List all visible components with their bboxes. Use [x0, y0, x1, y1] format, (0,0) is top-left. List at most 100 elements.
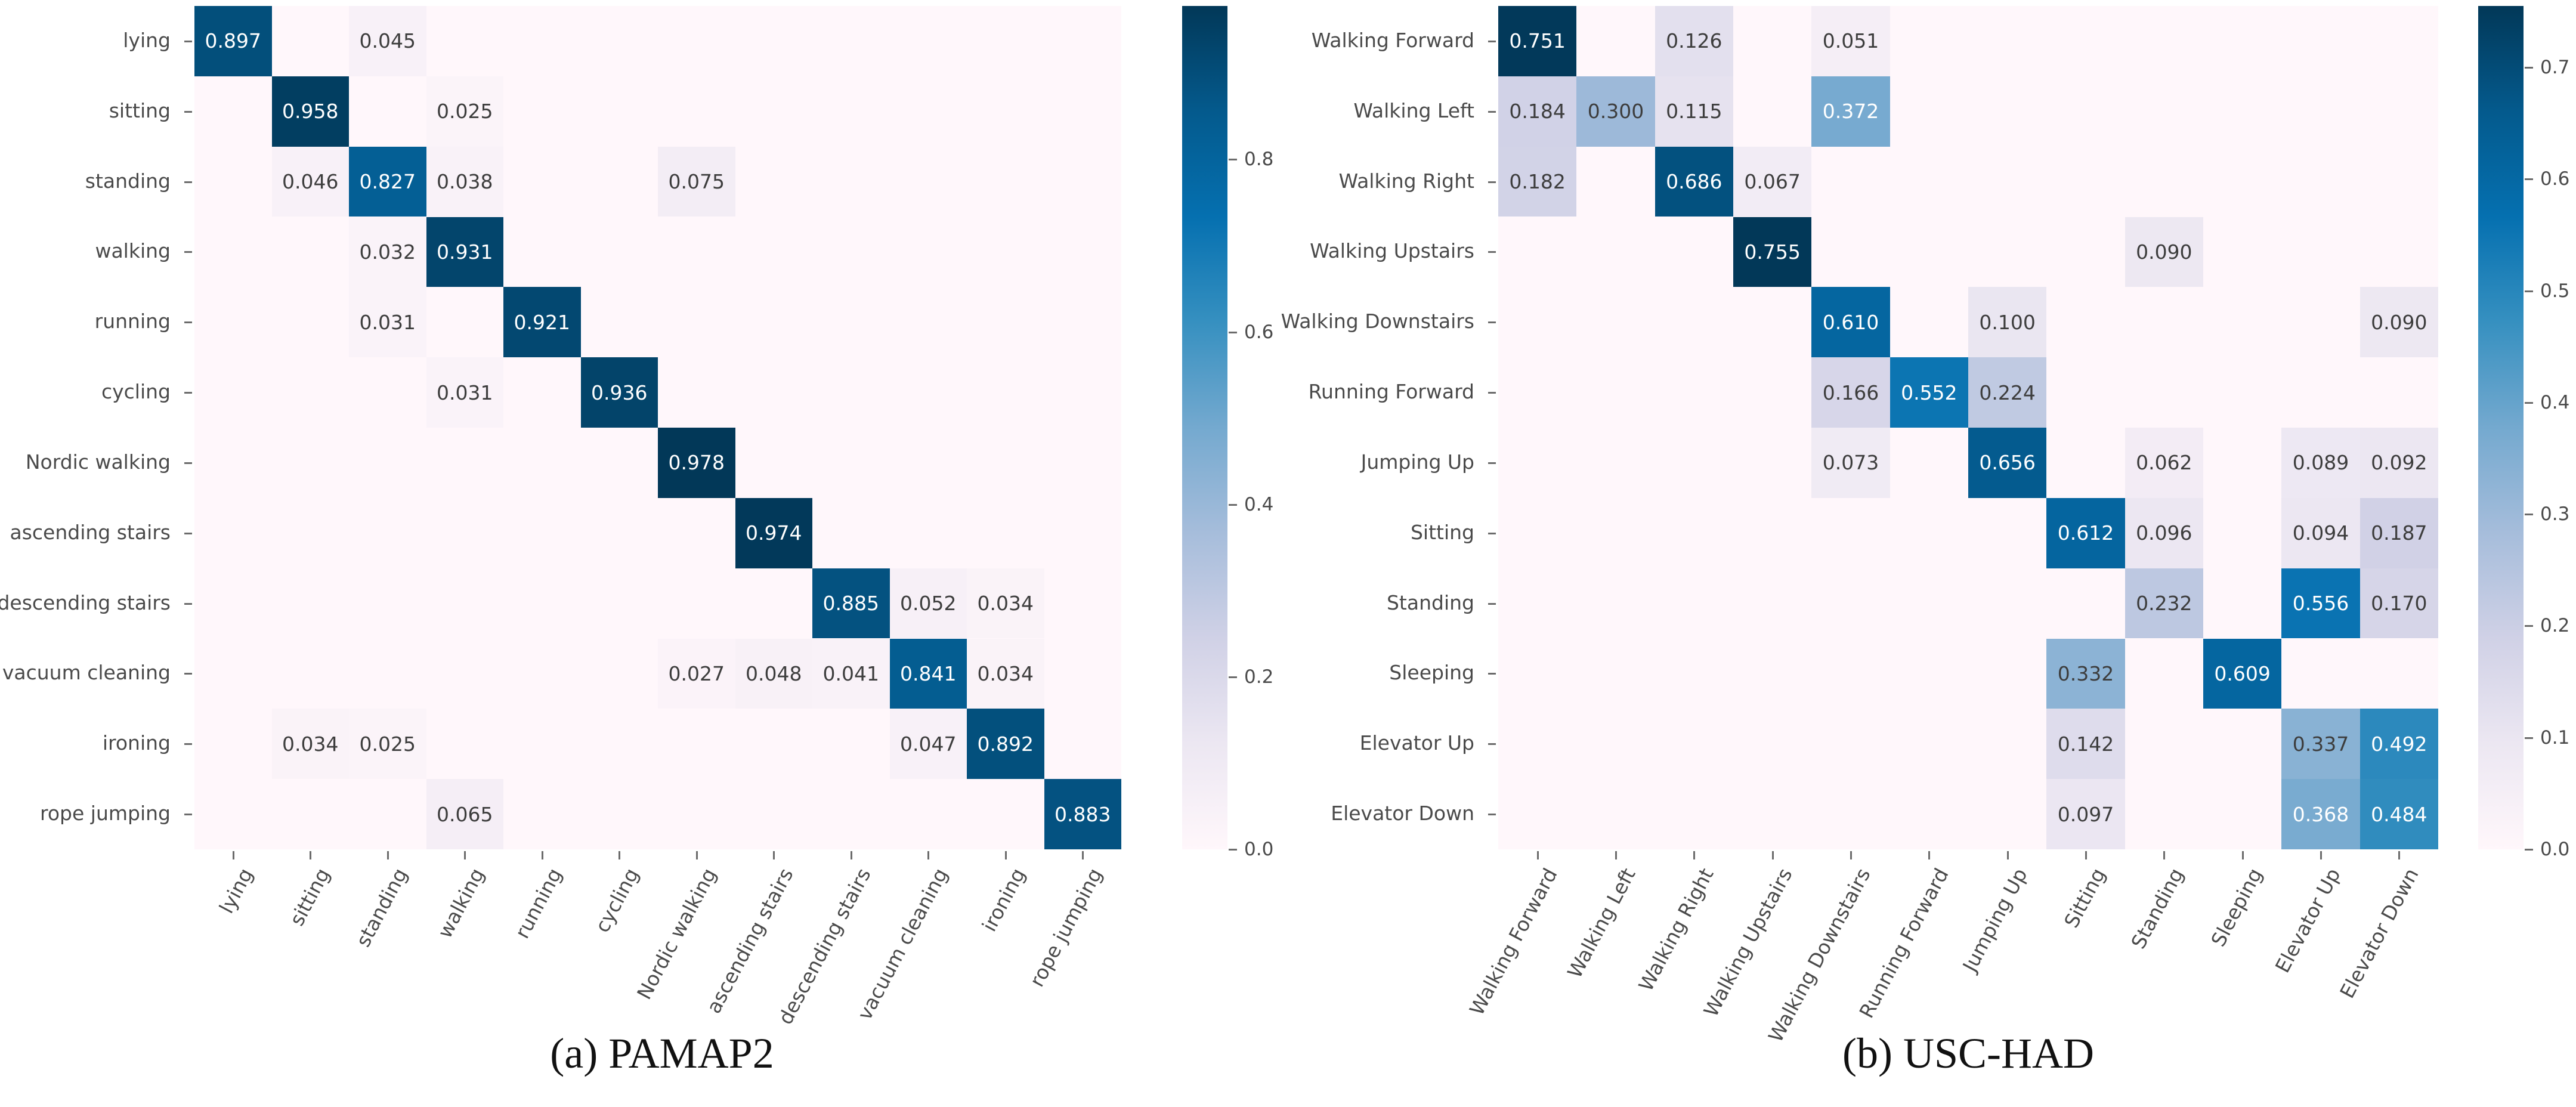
heatmap-cell: 0.182: [1498, 146, 1577, 217]
y-axis-tick: [184, 462, 192, 464]
x-axis-tick: [773, 851, 775, 859]
colorbar: [2478, 6, 2524, 849]
heatmap-cell: 0.885: [812, 568, 890, 639]
y-axis-tick: [184, 392, 192, 394]
colorbar-tick: [1229, 849, 1237, 851]
y-axis-tick: [184, 110, 192, 113]
colorbar-tick: [2525, 514, 2533, 516]
y-axis-tick: [1488, 532, 1496, 534]
heatmap-cell: 0.052: [889, 568, 967, 639]
y-axis-tick: [1488, 673, 1496, 675]
row-label: Walking Downstairs: [1281, 310, 1474, 333]
heatmap-cell: 0.931: [426, 217, 503, 287]
colorbar-tick-label: 0.5: [2540, 280, 2570, 302]
row-label: descending stairs: [0, 590, 171, 614]
row-label: Walking Forward: [1311, 28, 1474, 52]
heatmap-cell: 0.958: [271, 76, 349, 147]
colorbar-tick-label: 0.4: [1244, 493, 1274, 515]
heatmap-cell: 0.556: [2281, 568, 2360, 639]
heatmap-cell: 0.092: [2359, 428, 2438, 498]
x-axis-tick: [2085, 851, 2087, 859]
colorbar-tick-label: 0.7: [2540, 57, 2570, 78]
x-axis-tick: [541, 851, 543, 859]
colorbar-tick: [1229, 503, 1237, 506]
heatmap-cell: 0.065: [426, 779, 503, 849]
heatmap-cell: 0.612: [2046, 497, 2125, 568]
heatmap-cell: 0.686: [1655, 146, 1733, 217]
y-axis-tick: [1488, 392, 1496, 394]
x-axis-tick: [1928, 851, 1931, 859]
row-label: Elevator Down: [1331, 802, 1474, 825]
heatmap-cell: 0.094: [2281, 497, 2360, 568]
y-axis-tick: [1488, 462, 1496, 464]
heatmap-cell: 0.126: [1655, 6, 1733, 76]
heatmap-cell: 0.115: [1655, 76, 1733, 147]
heatmap-cell: 0.187: [2359, 497, 2438, 568]
x-axis-tick: [1693, 851, 1696, 859]
heatmap-cell: 0.041: [812, 638, 890, 709]
colorbar-tick: [1229, 676, 1237, 678]
heatmap-cell: 0.142: [2046, 709, 2125, 780]
x-axis-tick: [1771, 851, 1774, 859]
heatmap-cell: 0.827: [349, 146, 426, 217]
x-axis-tick: [386, 851, 389, 859]
heatmap-cell: 0.034: [967, 638, 1044, 709]
heatmap-cell: 0.492: [2359, 709, 2438, 780]
row-label: Sitting: [1410, 520, 1474, 544]
y-axis-tick: [184, 602, 192, 605]
heatmap-cell: 0.090: [2124, 217, 2203, 287]
colorbar-tick-label: 0.3: [2540, 503, 2570, 525]
heatmap-cell: 0.372: [1811, 76, 1890, 147]
y-axis-tick: [1488, 251, 1496, 253]
heatmap-cell: 0.892: [967, 709, 1044, 780]
y-axis-tick: [1488, 743, 1496, 746]
heatmap-cell: 0.978: [658, 428, 735, 498]
heatmap-cell: 0.045: [349, 6, 426, 76]
y-axis-tick: [1488, 110, 1496, 113]
colorbar-tick: [2525, 625, 2533, 627]
colorbar-tick-label: 0.4: [2540, 391, 2570, 413]
row-label: running: [94, 310, 171, 333]
row-label: Walking Upstairs: [1310, 239, 1474, 263]
colorbar-tick: [2525, 67, 2533, 69]
y-axis-tick: [1488, 814, 1496, 816]
heatmap-cell: 0.047: [889, 709, 967, 780]
row-label: Nordic walking: [25, 450, 171, 474]
heatmap-cell: 0.300: [1576, 76, 1655, 147]
colorbar-tick-label: 0.6: [1244, 321, 1274, 343]
y-axis-tick: [184, 814, 192, 816]
row-label: ascending stairs: [10, 520, 171, 544]
x-axis-tick: [1004, 851, 1007, 859]
heatmap-cell: 0.332: [2046, 638, 2125, 709]
heatmap-cell: 0.841: [889, 638, 967, 709]
row-label: vacuum cleaning: [2, 661, 171, 685]
heatmap-cell: 0.034: [271, 709, 349, 780]
row-label: Walking Right: [1338, 169, 1474, 193]
y-axis-tick: [1488, 602, 1496, 605]
heatmap-cell: 0.656: [1968, 428, 2047, 498]
row-label: sitting: [109, 98, 171, 122]
x-axis-tick: [232, 851, 234, 859]
heatmap-cell: 0.755: [1733, 217, 1812, 287]
heatmap-cell: 0.046: [271, 146, 349, 217]
x-axis-tick: [1615, 851, 1617, 859]
row-label: lying: [123, 28, 171, 52]
heatmap-cell: 0.921: [503, 287, 581, 358]
y-axis-tick: [184, 181, 192, 183]
colorbar-tick: [2525, 178, 2533, 181]
colorbar-tick-label: 0.6: [2540, 168, 2570, 190]
row-label: Jumping Up: [1360, 450, 1474, 474]
heatmap-cell: 0.031: [426, 357, 503, 428]
heatmap-cell: 0.034: [967, 568, 1044, 639]
heatmap-cell: 0.031: [349, 287, 426, 358]
colorbar: [1182, 6, 1227, 849]
heatmap-cell: 0.051: [1811, 6, 1890, 76]
heatmap-cell: 0.027: [658, 638, 735, 709]
x-axis-tick: [1850, 851, 1852, 859]
x-axis-tick: [310, 851, 312, 859]
heatmap-cell: 0.100: [1968, 287, 2047, 358]
heatmap-cell: 0.166: [1811, 357, 1890, 428]
heatmap-cell: 0.170: [2359, 568, 2438, 639]
row-label: standing: [85, 169, 171, 193]
y-axis-tick: [184, 743, 192, 746]
